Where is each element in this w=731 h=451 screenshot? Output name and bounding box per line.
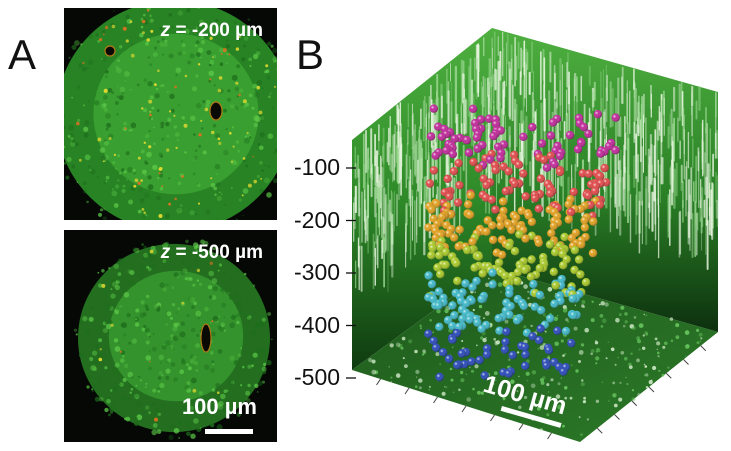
depth-tick-label: -500	[294, 364, 341, 390]
depth-variable: z	[160, 242, 171, 263]
cube-axis-ticks	[346, 167, 707, 440]
depth-tick-label: -100	[294, 154, 341, 180]
depth-value: = -200 µm	[170, 20, 263, 41]
micrograph-z500: z = -500 µm 100 µm	[64, 230, 277, 442]
depth-variable: z	[160, 20, 171, 41]
depth-tick-label: -200	[294, 206, 341, 233]
labeled-cells	[424, 104, 620, 382]
depth-value: = -500 µm	[170, 242, 263, 263]
cube-wall-texture	[353, 31, 719, 437]
scale-bar	[205, 429, 253, 434]
micrograph-z200-image	[64, 8, 277, 220]
depth-label-z200: z = -200 µm	[161, 20, 263, 42]
scale-bar-label: 100 µm	[181, 394, 257, 419]
panel-label-b: B	[296, 31, 325, 78]
depth-tick-label: -400	[294, 311, 341, 338]
depth-tick-label: -300	[294, 259, 341, 285]
panel-label-a: A	[8, 31, 37, 78]
cell-volume-3d-rendering	[346, 28, 719, 442]
floor	[352, 268, 718, 442]
micrograph-z200: z = -200 µm	[64, 8, 277, 220]
micrograph-z500-image	[64, 230, 277, 442]
depth-label-z500: z = -500 µm	[161, 242, 263, 264]
